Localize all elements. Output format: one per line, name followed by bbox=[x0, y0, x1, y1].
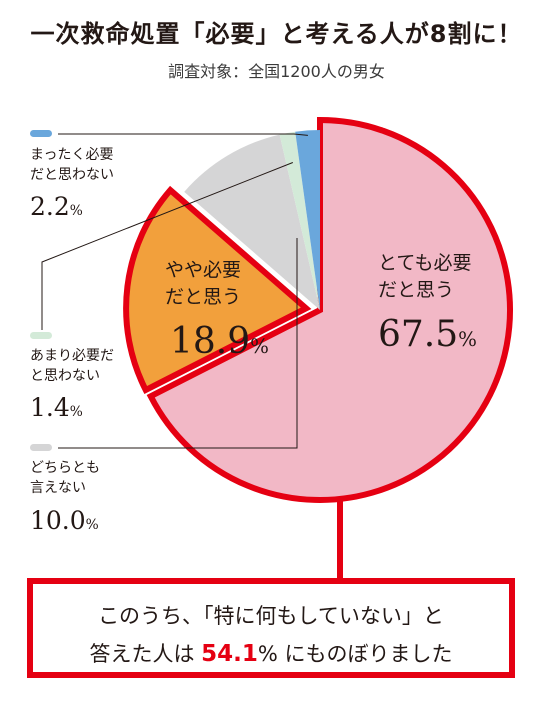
legend-value-dochira: 10.0% bbox=[30, 506, 99, 535]
callout-line-1: このうち、「特に何もしていない」と bbox=[98, 604, 444, 628]
slice-label-yaya: やや必要 だと思う bbox=[165, 259, 242, 308]
legend-value-mattaku: 2.2% bbox=[30, 192, 83, 221]
legend-label-mattaku: まったく必要 だと思わない bbox=[30, 147, 114, 183]
slice-dochira bbox=[184, 134, 320, 310]
slice-label-totemo: とても必要 だと思う bbox=[378, 252, 472, 301]
slice-value-totemo: 67.5% bbox=[378, 314, 477, 355]
legend-swatch-dochira bbox=[30, 444, 52, 451]
chart-subtitle: 調査対象：全国1200人の男女 bbox=[168, 62, 385, 81]
slice-yaya-outline bbox=[123, 185, 312, 395]
leader-line-mattaku bbox=[58, 133, 308, 136]
slice-yaya bbox=[126, 190, 307, 391]
slice-totemo-outline bbox=[146, 116, 513, 503]
slice-amari bbox=[279, 131, 320, 310]
legend-label-amari: あまり必要だ と思わない bbox=[30, 348, 114, 384]
leader-line-dochira bbox=[58, 238, 298, 449]
chart-title: 一次救命処置「必要」と考える人が8割に！ bbox=[30, 20, 523, 48]
slice-mattaku bbox=[295, 130, 320, 310]
slice-totemo bbox=[150, 120, 511, 500]
slice-value-yaya: 18.9% bbox=[170, 321, 269, 362]
legend-label-dochira: どちらとも 言えない bbox=[30, 460, 100, 496]
legend-value-amari: 1.4% bbox=[30, 393, 83, 422]
callout-line-2: 答えた人は 54.1% にものぼりました bbox=[89, 641, 453, 667]
legend-swatch-mattaku bbox=[30, 130, 52, 137]
legend-swatch-amari bbox=[30, 332, 52, 339]
callout-highlight-value: 54.1 bbox=[201, 641, 258, 667]
callout-box: このうち、「特に何もしていない」と 答えた人は 54.1% にものぼりました bbox=[27, 578, 515, 678]
leader-line-amari bbox=[41, 162, 294, 330]
